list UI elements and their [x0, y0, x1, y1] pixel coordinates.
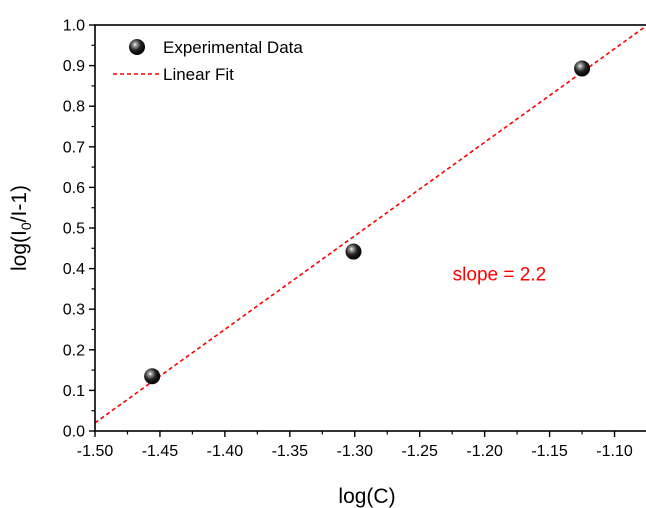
x-axis-title: log(C) — [338, 485, 395, 508]
legend: Experimental Data Linear Fit — [113, 38, 303, 84]
legend-label-experimental-data: Experimental Data — [163, 38, 303, 57]
y-tick-label: 0.2 — [63, 342, 85, 359]
y-tick-label: 0.9 — [63, 58, 85, 75]
y-tick-label: 0.1 — [63, 383, 85, 400]
y-axis-title-part-1: log(I — [8, 230, 31, 271]
x-tick-label: -1.25 — [401, 443, 438, 460]
x-tick-label: -1.50 — [77, 443, 114, 460]
y-tick-label: 0.6 — [63, 180, 85, 197]
x-tick-label: -1.30 — [337, 443, 374, 460]
data-point — [574, 60, 591, 77]
x-tick-label: -1.15 — [531, 443, 568, 460]
data-point — [345, 243, 362, 260]
y-tick-label: 0.3 — [63, 302, 85, 319]
x-tick-label: -1.20 — [466, 443, 503, 460]
x-tick-label: -1.35 — [272, 443, 309, 460]
y-tick-label: 0.8 — [63, 99, 85, 116]
y-tick-label: 0.7 — [63, 139, 85, 156]
x-tick-label: -1.10 — [596, 443, 633, 460]
y-axis-title-subscript: 0 — [18, 222, 34, 230]
y-tick-label: 0.4 — [63, 261, 85, 278]
legend-marker-experimental-data — [129, 39, 145, 55]
linear-fit-line — [95, 25, 646, 424]
x-tick-label: -1.45 — [142, 443, 179, 460]
y-axis-title: log(I0/I-1) — [8, 185, 34, 271]
y-axis-title-part-2: /I-1) — [8, 185, 31, 222]
y-tick-label: 0.5 — [63, 221, 85, 238]
x-tick-label: -1.40 — [207, 443, 244, 460]
legend-label-linear-fit: Linear Fit — [163, 65, 234, 84]
y-tick-label: 0.0 — [63, 424, 85, 441]
y-tick-label: 1.0 — [63, 18, 85, 35]
slope-annotation: slope = 2.2 — [453, 265, 547, 286]
data-point — [144, 368, 161, 385]
